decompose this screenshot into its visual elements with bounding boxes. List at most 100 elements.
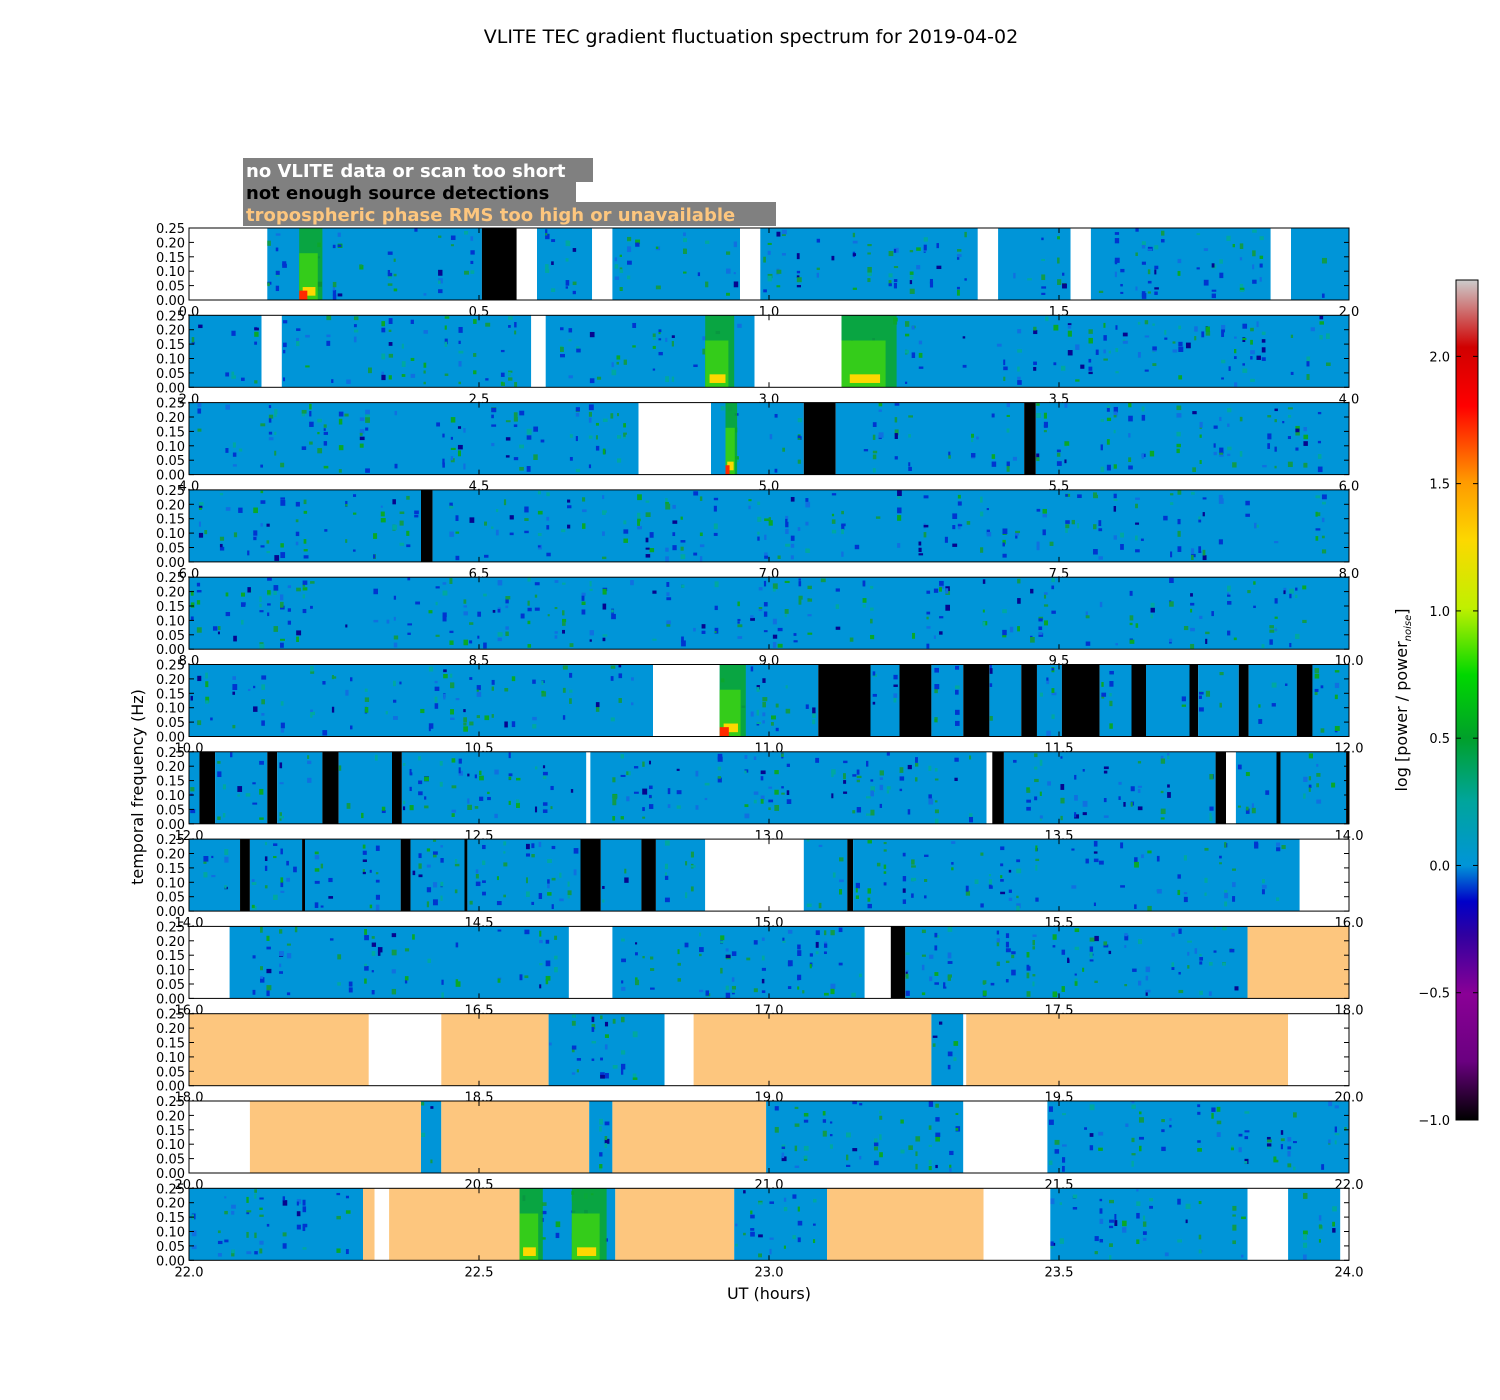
noise-cell	[336, 1248, 341, 1253]
noise-cell	[1293, 1112, 1297, 1118]
noise-cell	[672, 520, 678, 524]
noise-cell	[760, 798, 764, 804]
noise-cell	[365, 417, 370, 423]
noise-cell	[280, 881, 284, 888]
noise-cell	[1266, 1143, 1272, 1147]
segment-trop	[363, 1188, 375, 1261]
noise-cell	[505, 631, 509, 637]
noise-cell	[855, 888, 858, 893]
noise-cell	[1222, 962, 1226, 966]
noise-cell	[614, 276, 620, 280]
noise-cell	[642, 955, 645, 959]
noise-cell	[1287, 414, 1292, 418]
noise-cell	[190, 787, 195, 792]
noise-cell	[1060, 784, 1065, 790]
noise-cell	[701, 630, 706, 634]
y-tick-label: 0.05	[156, 716, 185, 731]
noise-cell	[1006, 414, 1010, 417]
noise-cell	[266, 985, 272, 991]
noise-cell	[391, 949, 397, 956]
noise-cell	[1199, 961, 1203, 965]
noise-cell	[1082, 769, 1085, 772]
noise-cell	[380, 518, 386, 523]
noise-cell	[260, 977, 264, 981]
noise-cell	[1118, 796, 1121, 800]
y-tick-label: 0.20	[156, 1109, 185, 1124]
noise-cell	[1171, 962, 1175, 968]
noise-cell	[282, 349, 286, 354]
noise-cell	[665, 501, 669, 505]
noise-cell	[637, 518, 641, 522]
noise-cell	[494, 813, 498, 819]
y-tick-label: 0.15	[156, 1124, 185, 1139]
noise-cell	[614, 257, 617, 262]
noise-cell	[835, 604, 840, 609]
noise-cell	[627, 260, 632, 265]
noise-cell	[888, 280, 892, 286]
noise-cell	[538, 841, 542, 848]
noise-cell	[1244, 1111, 1250, 1114]
noise-cell	[619, 267, 623, 271]
noise-cell	[1093, 902, 1096, 907]
noise-cell	[520, 613, 525, 619]
noise-cell	[275, 285, 280, 292]
noise-cell	[196, 589, 202, 593]
noise-cell	[725, 954, 731, 959]
noise-cell	[375, 879, 380, 883]
noise-cell	[1130, 802, 1133, 807]
noise-cell	[635, 952, 638, 956]
legend-box-2	[243, 180, 576, 204]
noise-cell	[1128, 402, 1132, 408]
noise-cell	[505, 420, 511, 423]
noise-cell	[282, 377, 286, 382]
noise-cell	[623, 423, 627, 428]
noise-cell	[567, 505, 572, 509]
noise-cell	[217, 771, 222, 778]
noise-cell	[406, 544, 411, 548]
noise-cell	[1067, 330, 1072, 337]
noise-cell	[737, 601, 740, 607]
y-tick-label: 0.10	[156, 1138, 185, 1153]
noise-cell	[658, 338, 662, 341]
noise-cell	[816, 272, 819, 278]
noise-cell	[266, 550, 270, 554]
noise-cell	[350, 677, 353, 682]
noise-cell	[353, 329, 359, 333]
noise-cell	[1113, 535, 1117, 540]
noise-cell	[965, 885, 969, 892]
y-tick-label: 0.25	[156, 920, 185, 935]
noise-cell	[393, 699, 397, 703]
noise-cell	[768, 786, 773, 789]
noise-cell	[1219, 272, 1224, 279]
noise-cell	[254, 1251, 258, 1255]
noise-cell	[225, 448, 229, 453]
y-tick-label: 0.00	[156, 1167, 185, 1182]
noise-cell	[1317, 454, 1322, 459]
noise-cell	[627, 246, 632, 253]
noise-cell	[1170, 551, 1173, 558]
noise-cell	[302, 1223, 308, 1228]
noise-cell	[1227, 446, 1232, 451]
noise-cell	[1120, 885, 1125, 888]
noise-cell	[1136, 1201, 1141, 1206]
noise-cell	[1192, 467, 1196, 473]
noise-cell	[273, 626, 279, 632]
noise-cell	[989, 668, 993, 674]
noise-cell	[1003, 376, 1006, 381]
noise-cell	[699, 532, 703, 537]
noise-cell	[604, 1021, 609, 1027]
noise-cell	[428, 727, 431, 732]
noise-cell	[282, 1232, 287, 1237]
noise-cell	[388, 353, 394, 358]
noise-cell	[1178, 928, 1182, 934]
noise-cell	[866, 760, 869, 767]
noise-cell	[1000, 891, 1006, 895]
noise-cell	[1160, 755, 1164, 760]
noise-cell	[627, 236, 632, 241]
noise-cell	[286, 877, 291, 882]
noise-cell	[222, 784, 226, 790]
noise-cell	[812, 1239, 816, 1244]
noise-cell	[1261, 878, 1265, 884]
noise-cell	[537, 545, 541, 548]
noise-cell	[1192, 411, 1197, 415]
